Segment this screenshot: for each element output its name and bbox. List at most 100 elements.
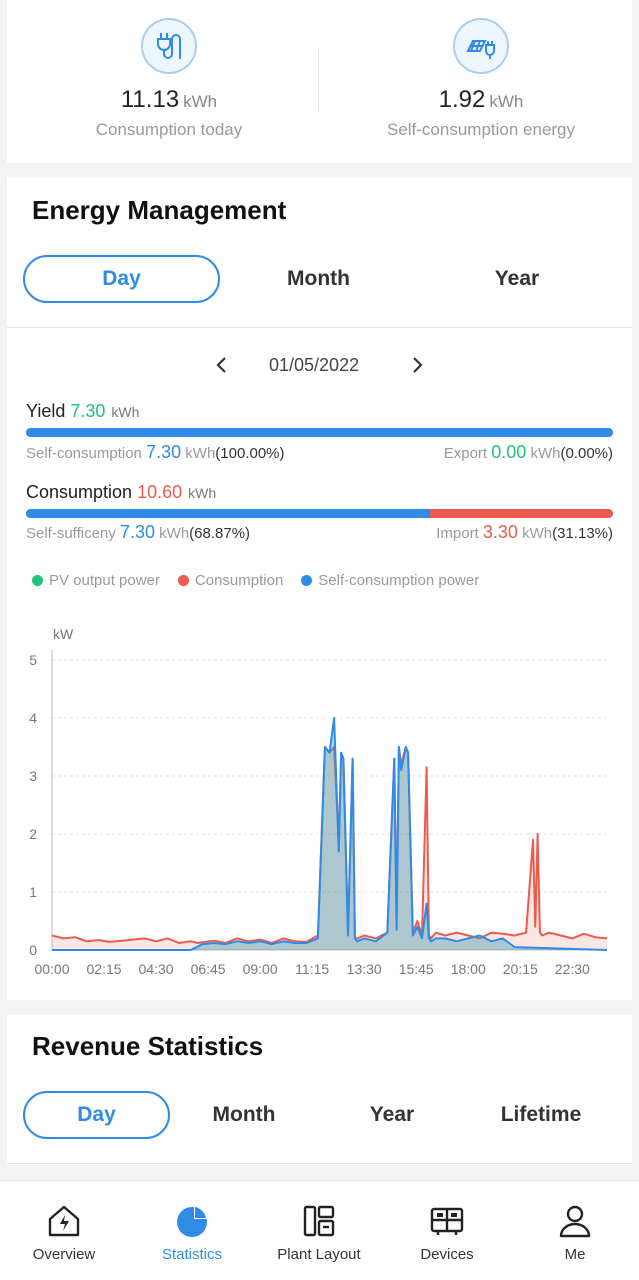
statistics-icon [177, 1206, 207, 1237]
divider [7, 327, 632, 328]
nav-devices-label: Devices [420, 1246, 474, 1263]
yield-unit: kWh [111, 404, 140, 420]
self-consumption-detail-percent: (100.00%) [215, 445, 285, 462]
self-sufficiency-percent: (68.87%) [189, 525, 251, 542]
energy-management-card: Energy Management Day Month Year 01/05/2… [7, 177, 632, 1000]
consumption-today-unit: kWh [183, 92, 218, 111]
self-consumption-detail-value: 7.30 [146, 442, 182, 462]
y-tick-label: 1 [29, 884, 37, 900]
y-tick-label: 4 [29, 710, 37, 726]
section-title: Energy Management [32, 195, 287, 225]
series-line-self-consumption-power [52, 717, 608, 951]
y-tick-label: 5 [29, 652, 37, 668]
prev-date-button[interactable] [210, 353, 234, 377]
next-date-button[interactable] [405, 353, 429, 377]
x-tick-label: 02:15 [87, 961, 122, 977]
x-tick-label: 09:00 [243, 961, 278, 977]
self-sufficiency-detail: Self-sufficeny 7.30 kWh(68.87%) [26, 522, 250, 543]
chevron-right-icon [413, 357, 423, 373]
nav-me-label: Me [564, 1246, 586, 1263]
consumption-bar [26, 509, 613, 518]
export-label: Export [443, 445, 488, 462]
consumption-today-label: Consumption today [95, 120, 243, 139]
consumption-today-value: 11.13 [120, 86, 180, 113]
solar-panel-icon [453, 18, 509, 74]
consumption-row: Consumption 10.60 kWh [26, 482, 216, 503]
legend-consumption[interactable]: Consumption [177, 572, 284, 589]
nav-plant-layout[interactable]: Plant Layout [255, 1181, 383, 1280]
divider [318, 48, 319, 110]
consumption-label: Consumption [26, 482, 133, 502]
export-percent: (0.00%) [560, 445, 613, 462]
bottom-nav: Overview Statistics Plant Layout Devices [0, 1180, 639, 1280]
revenue-statistics-card: Revenue Statistics Day Month Year Lifeti… [7, 1015, 632, 1165]
self-consumption-stat: 1.92 kWh Self-consumption energy [325, 0, 637, 140]
legend-self-consumption[interactable]: Self-consumption power [301, 572, 479, 589]
x-tick-label: 22:30 [555, 961, 590, 977]
self-consumption-unit: kWh [489, 92, 524, 111]
self-consumption-detail-label: Self-consumption [26, 445, 142, 462]
revenue-tab-year[interactable]: Year [369, 1103, 415, 1126]
import-detail: Import 3.30 kWh(31.13%) [436, 522, 613, 543]
consumption-today-stat: 11.13 kWh Consumption today [13, 0, 325, 140]
summary-card: 11.13 kWh Consumption today 1.92 kWh Self-… [7, 0, 632, 163]
x-tick-label: 20:15 [503, 961, 538, 977]
x-tick-label: 18:00 [451, 961, 486, 977]
revenue-tab-day[interactable]: Day [23, 1091, 170, 1139]
revenue-tab-month[interactable]: Month [212, 1103, 276, 1126]
nav-statistics[interactable]: Statistics [128, 1181, 256, 1280]
x-tick-label: 15:45 [399, 961, 434, 977]
yield-label: Yield [26, 401, 66, 421]
x-tick-label: 04:30 [139, 961, 174, 977]
nav-me[interactable]: Me [511, 1181, 639, 1280]
devices-icon [430, 1207, 464, 1235]
nav-overview[interactable]: Overview [0, 1181, 128, 1280]
x-tick-label: 00:00 [34, 961, 69, 977]
legend-dot-pv [32, 575, 43, 586]
yield-value: 7.30 [70, 401, 106, 421]
nav-overview-label: Overview [32, 1246, 96, 1263]
consumption-unit: kWh [188, 485, 217, 501]
import-percent: (31.13%) [552, 525, 613, 542]
self-sufficiency-value: 7.30 [119, 522, 155, 542]
nav-statistics-label: Statistics [161, 1246, 222, 1263]
divider [7, 1163, 632, 1164]
legend-pv-label: PV output power [49, 572, 160, 589]
date-label[interactable]: 01/05/2022 [269, 355, 360, 375]
self-consumption-label: Self-consumption energy [386, 120, 576, 139]
revenue-title: Revenue Statistics [32, 1031, 264, 1061]
tab-month[interactable]: Month [287, 267, 350, 290]
y-tick-label: 2 [29, 826, 37, 842]
legend-dot-self-consumption [301, 575, 313, 586]
consumption-value: 10.60 [137, 482, 183, 502]
legend-self-consumption-label: Self-consumption power [318, 572, 480, 589]
yield-self-consumption-segment [26, 428, 613, 437]
self-consumption-value: 1.92 [438, 86, 486, 113]
export-detail: Export 0.00 kWh(0.00%) [444, 442, 613, 463]
x-tick-label: 13:30 [347, 961, 382, 977]
chart-legend: PV output power Consumption Self-consump… [32, 572, 479, 589]
overview-icon [48, 1205, 80, 1237]
y-axis-label: kW [53, 626, 74, 642]
import-value: 3.30 [482, 522, 518, 542]
self-consumption-detail-unit: kWh [185, 445, 216, 462]
series-line-consumption [51, 746, 608, 944]
legend-consumption-label: Consumption [194, 572, 284, 589]
power-chart[interactable]: 0 1 2 3 4 5 kW 00:00 02:15 04:30 06:45 09:00 11:15 13… [7, 617, 632, 987]
nav-plant-layout-label: Plant Layout [277, 1246, 361, 1263]
tab-day[interactable]: Day [23, 255, 220, 303]
self-sufficiency-unit: kWh [159, 525, 190, 542]
y-tick-label: 0 [29, 942, 37, 958]
legend-pv-output[interactable]: PV output power [32, 572, 160, 589]
plug-icon [141, 18, 197, 74]
self-sufficiency-segment [26, 509, 431, 518]
legend-dot-consumption [177, 575, 189, 586]
y-tick-label: 3 [29, 768, 37, 784]
nav-devices[interactable]: Devices [383, 1181, 511, 1280]
self-sufficiency-label: Self-sufficeny [26, 525, 116, 542]
me-icon [559, 1205, 591, 1238]
revenue-tab-lifetime[interactable]: Lifetime [500, 1103, 582, 1126]
series-area-consumption [52, 747, 607, 950]
tab-year[interactable]: Year [494, 267, 540, 290]
yield-row: Yield 7.30 kWh [26, 401, 139, 422]
